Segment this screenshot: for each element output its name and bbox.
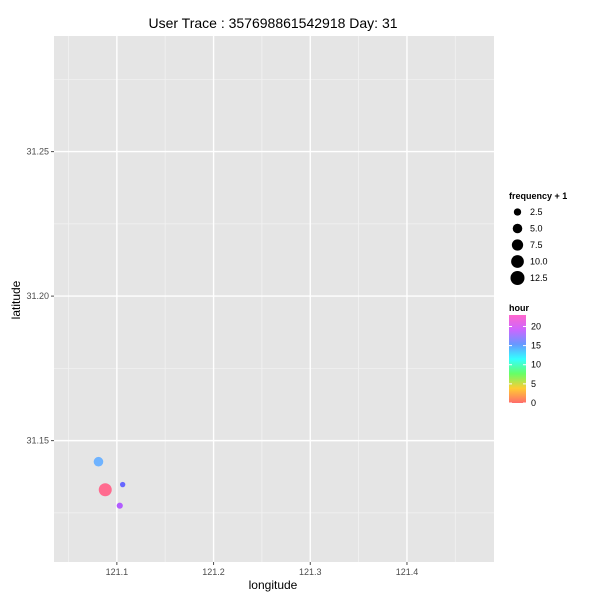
y-axis: 31.15 31.20 31.25: [26, 147, 54, 446]
size-legend-label: 12.5: [530, 273, 548, 283]
chart-title: User Trace : 357698861542918 Day: 31: [148, 15, 397, 31]
x-tick-label: 121.4: [396, 567, 419, 577]
x-tick-label: 121.2: [202, 567, 225, 577]
colorbar-label: 5: [531, 379, 536, 389]
x-tick-label: 121.3: [299, 567, 322, 577]
data-point: [93, 456, 104, 467]
colorbar-label: 20: [531, 321, 541, 331]
size-legend-label: 10.0: [530, 257, 548, 267]
size-legend-label: 5.0: [530, 224, 543, 234]
color-legend-title: hour: [509, 303, 529, 313]
colorbar-label: 0: [531, 398, 536, 408]
colorbar-label: 10: [531, 360, 541, 370]
y-tick-label: 31.15: [26, 436, 49, 446]
size-legend-label: 2.5: [530, 207, 543, 217]
y-tick-label: 31.25: [26, 147, 49, 157]
grid-layer: [54, 36, 494, 562]
points-layer: [93, 456, 126, 509]
x-tick-label: 121.1: [106, 567, 129, 577]
size-legend-dot: [512, 223, 523, 234]
colorbar-label: 15: [531, 341, 541, 351]
hour-colorbar: [509, 315, 526, 403]
data-point: [116, 502, 123, 509]
size-legend-dot: [510, 271, 525, 285]
plot-background: [54, 36, 494, 562]
color-legend: hour 20 15 10 5 0: [509, 303, 541, 408]
x-axis-title: longitude: [249, 578, 298, 592]
y-axis-title: latitude: [9, 280, 23, 319]
data-point: [119, 481, 126, 488]
data-point: [98, 483, 112, 497]
size-legend-dot: [511, 255, 524, 268]
size-legend-label: 7.5: [530, 240, 543, 250]
size-legend-dot: [513, 208, 522, 216]
size-legend: frequency + 1 2.5 5.0 7.5 10.0 12.5: [509, 191, 567, 286]
size-legend-title: frequency + 1: [509, 191, 567, 201]
size-legend-dot: [511, 239, 524, 251]
y-tick-label: 31.20: [26, 291, 49, 301]
x-axis: 121.1 121.2 121.3 121.4: [106, 562, 419, 577]
